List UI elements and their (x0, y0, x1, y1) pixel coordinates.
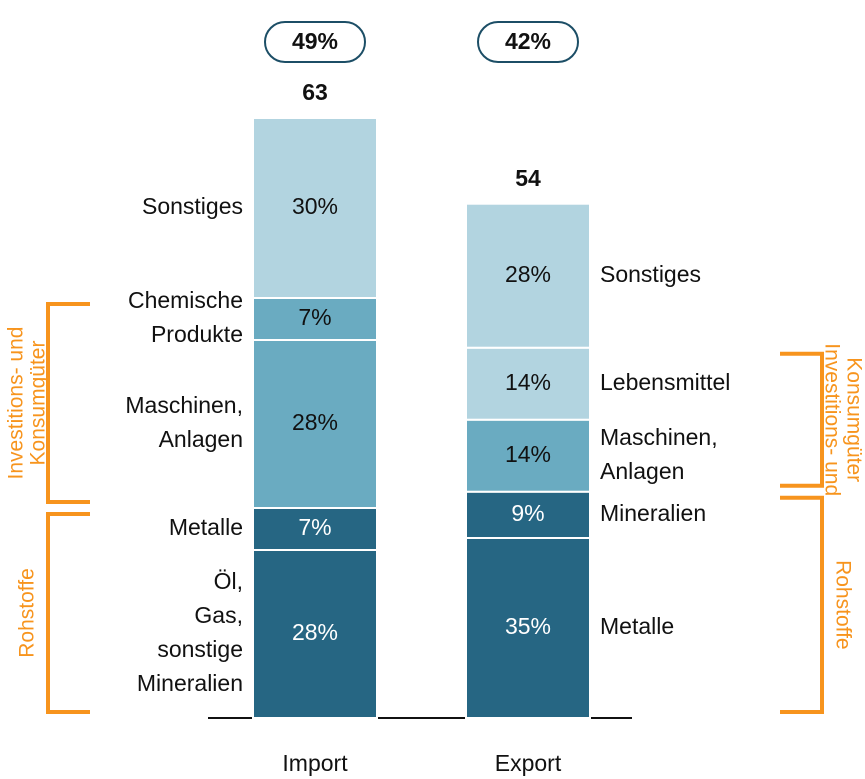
segment-label: Produkte (151, 321, 243, 347)
bar-segment (465, 418, 591, 493)
x-tick-label: Export (495, 750, 562, 776)
share-label: 49% (292, 28, 338, 54)
segment-label: Anlagen (159, 426, 243, 452)
segment-label: Sonstiges (600, 261, 701, 287)
total-label: 54 (515, 165, 541, 191)
bar-segment (465, 346, 591, 421)
share-badge (477, 21, 579, 63)
bar-segment (465, 490, 591, 540)
value-label: 28% (505, 261, 551, 287)
group-label: Investitions- und (5, 327, 28, 480)
segment-label: Anlagen (600, 458, 684, 484)
group-label: Konsumgüter (27, 341, 50, 466)
segment-label: Mineralien (600, 500, 706, 526)
group-bracket (780, 495, 824, 714)
total-label: 63 (302, 79, 328, 105)
group-label: Rohstoffe (16, 568, 39, 658)
segment-label: sonstige (157, 636, 243, 662)
value-label: 9% (511, 500, 544, 526)
group-label: Rohstoffe (831, 560, 854, 650)
segment-label: Lebensmittel (600, 369, 730, 395)
segment-label: Öl, (214, 568, 243, 594)
segment-label: Maschinen, (125, 392, 243, 418)
group-label: Investitions- und (820, 343, 843, 496)
segment-label: Mineralien (137, 670, 243, 696)
segment-label: Sonstiges (142, 193, 243, 219)
group-label: Konsumgüter (842, 357, 865, 482)
segment-label: Metalle (600, 613, 674, 639)
value-label: 28% (292, 619, 338, 645)
bar-segment (252, 117, 378, 299)
segment-label: Metalle (169, 514, 243, 540)
value-label: 30% (292, 193, 338, 219)
value-label: 28% (292, 409, 338, 435)
bar-segment (465, 202, 591, 349)
bar-segment (252, 507, 378, 551)
group-bracket (780, 351, 824, 488)
value-label: 35% (505, 613, 551, 639)
value-label: 7% (298, 304, 331, 330)
value-label: 14% (505, 369, 551, 395)
bar-segment (252, 549, 378, 719)
segment-label: Maschinen, (600, 424, 718, 450)
bar-segment (465, 537, 591, 719)
value-label: 14% (505, 441, 551, 467)
group-bracket (46, 302, 90, 504)
segment-label: Chemische (128, 287, 243, 313)
segment-label: Gas, (194, 602, 243, 628)
share-badge (264, 21, 366, 63)
group-bracket (46, 512, 90, 714)
x-tick-label: Import (282, 750, 348, 776)
share-label: 42% (505, 28, 551, 54)
value-label: 7% (298, 514, 331, 540)
bar-segment (252, 297, 378, 341)
